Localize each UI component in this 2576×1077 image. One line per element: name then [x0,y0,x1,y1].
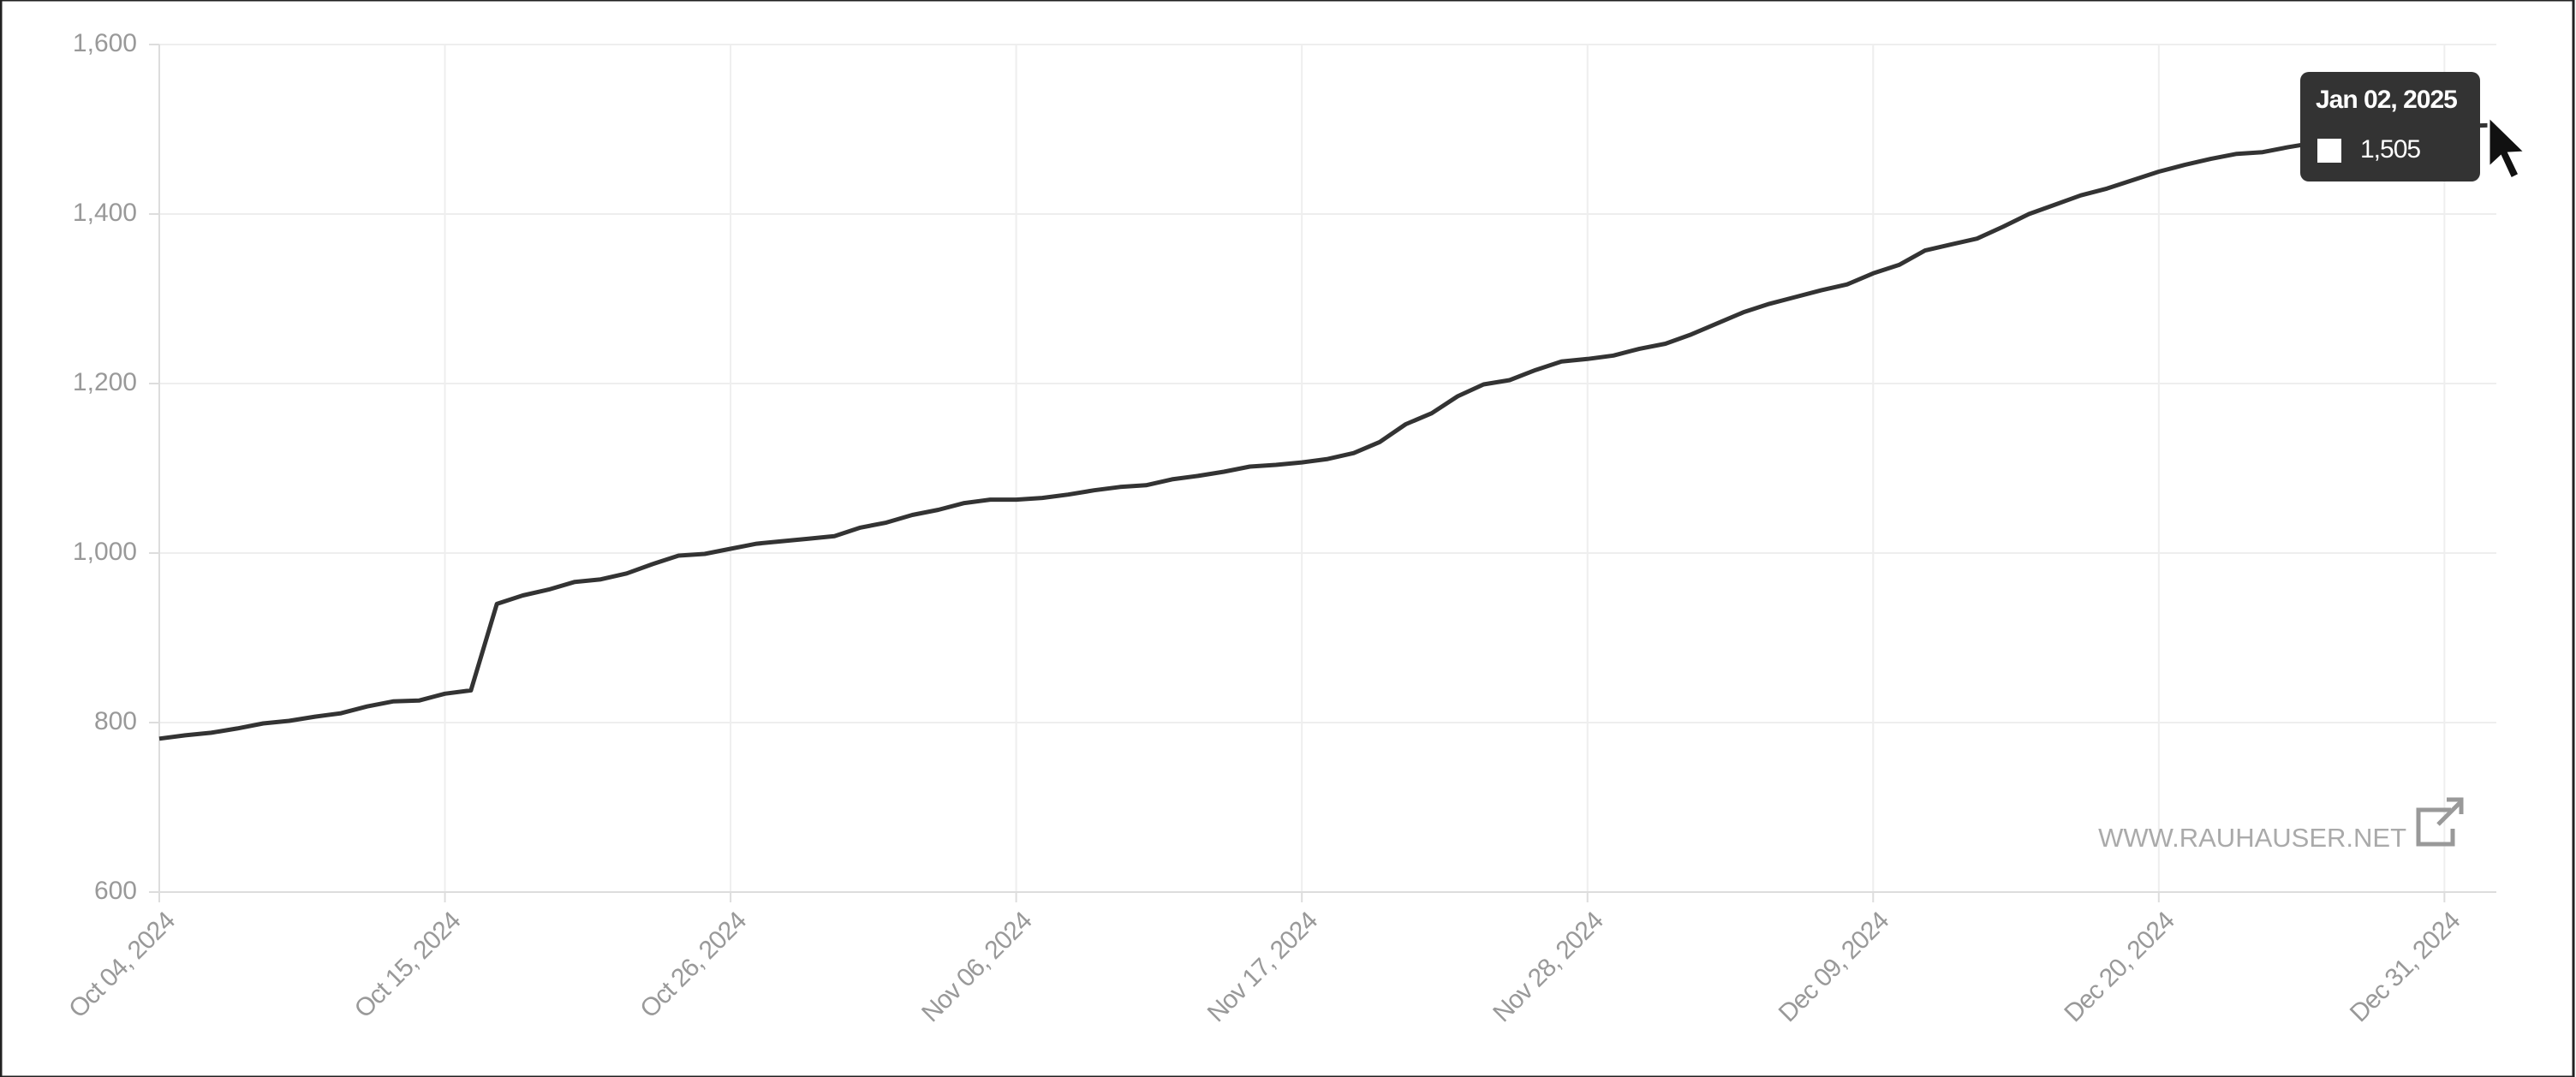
watermark[interactable]: WWW.RAUHAUSER.NET [2098,823,2406,853]
x-tick-label: Dec 09, 2024 [1774,907,1894,1027]
y-tick-label: 1,600 [73,29,137,57]
y-tick-label: 1,400 [73,199,137,227]
y-tick-label: 1,200 [73,368,137,396]
x-tick-label: Dec 31, 2024 [2345,907,2466,1027]
tooltip-swatch-inner [2317,139,2341,163]
cursor [2487,113,2529,181]
x-tick-label: Dec 20, 2024 [2059,907,2179,1027]
y-tick-label: 600 [94,877,137,905]
x-tick-label: Oct 26, 2024 [635,907,752,1024]
y-tick-label: 1,000 [73,538,137,566]
external-link-icon[interactable] [2416,797,2464,847]
x-tick-label: Nov 28, 2024 [1488,907,1608,1027]
plot [158,122,2497,741]
x-tick-label: Oct 15, 2024 [349,907,467,1024]
y-tick-label: 800 [94,707,137,735]
x-tick-label: Oct 04, 2024 [63,907,181,1024]
x-tick-label: Nov 17, 2024 [1202,907,1323,1027]
data-line [158,122,2497,741]
tooltip-title: Jan 02, 2025 [2316,86,2457,114]
tooltip-value: 1,505 [2360,135,2420,164]
tooltip-box [2300,72,2480,181]
tooltip: Jan 02, 2025 1,505 [2300,72,2480,181]
x-tick-label: Nov 06, 2024 [916,907,1037,1027]
